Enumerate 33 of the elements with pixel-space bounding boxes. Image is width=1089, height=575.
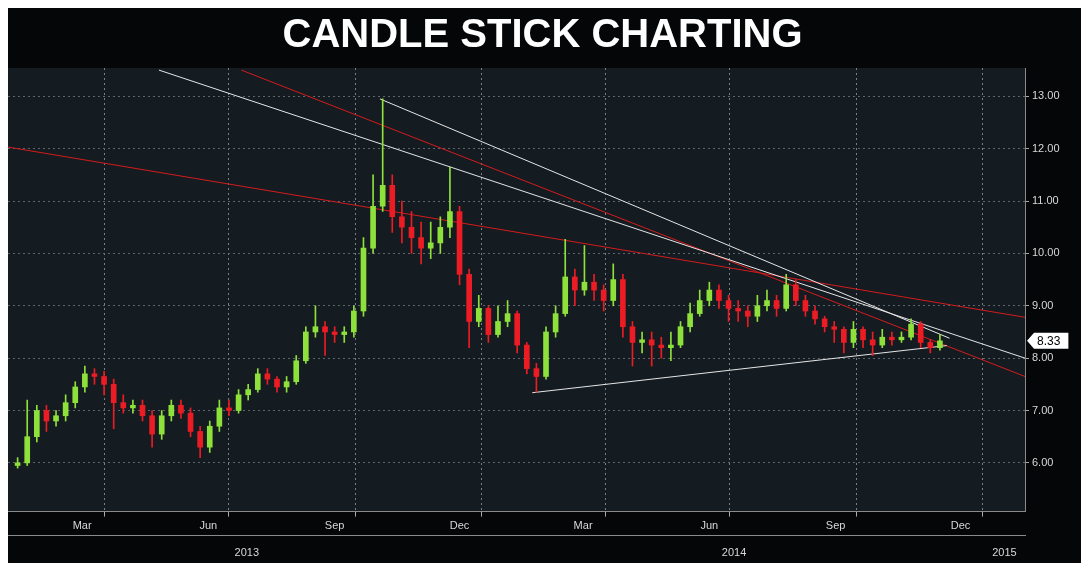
x-tick-label: Jun <box>199 519 218 532</box>
x2-tick-label: 2015 <box>992 546 1017 559</box>
candlestick <box>735 300 741 322</box>
chart-title: CANDLE STICK CHARTING <box>282 11 803 56</box>
y-tick-label: 10.00 <box>1032 246 1060 259</box>
candlestick <box>322 321 328 356</box>
candlestick <box>379 98 386 212</box>
candlestick <box>648 331 655 367</box>
x-tick-label: Sep <box>324 519 345 532</box>
y-tick-label: 9.00 <box>1032 298 1054 311</box>
candlestick <box>639 331 645 354</box>
y-tick-label: 8.00 <box>1032 351 1054 364</box>
candlestick <box>831 321 838 343</box>
x-tick-label: Jun <box>700 519 719 532</box>
y-tick-label: 13.00 <box>1032 89 1060 102</box>
x-tick-label: Mar <box>72 519 92 532</box>
y-tick-label: 6.00 <box>1032 455 1054 468</box>
y-tick-label: 7.00 <box>1032 403 1054 416</box>
candlestick <box>341 326 348 343</box>
x-tick-label: Mar <box>573 519 593 532</box>
y-tick-label: 12.00 <box>1032 141 1060 154</box>
candlestick <box>226 399 232 417</box>
x-tick-label: Dec <box>449 519 470 532</box>
candlestick <box>427 221 434 259</box>
y-tick-label: 11.00 <box>1032 194 1059 207</box>
x2-tick-label: 2014 <box>721 546 747 559</box>
candlestick <box>447 166 453 239</box>
x-tick-label: Sep <box>825 519 846 532</box>
annotation: 8.33 <box>1037 334 1061 349</box>
x-tick-label: Dec <box>950 519 971 532</box>
x2-tick-label: 2013 <box>234 546 260 559</box>
candlestick <box>668 331 674 362</box>
candlestick <box>658 336 665 359</box>
